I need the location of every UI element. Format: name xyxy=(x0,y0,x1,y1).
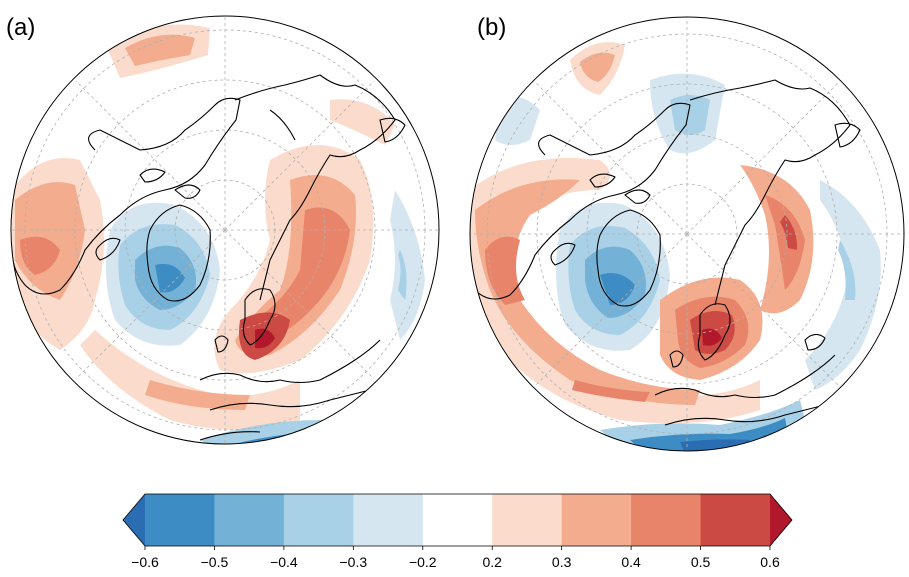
map-panel-a xyxy=(11,16,439,444)
colorbar-segment xyxy=(700,494,771,546)
colorbar: −0.6 −0.5 −0.4 −0.3 −0.2 0.2 0.3 0.4 0.5 0.6 xyxy=(122,493,793,570)
colorbar-tick-label: −0.3 xyxy=(340,554,368,570)
map-boundary-b xyxy=(469,16,905,452)
colorbar-segment xyxy=(353,494,424,546)
map-boundary-a xyxy=(10,15,440,445)
graticule-b xyxy=(470,17,904,451)
colorbar-tick-label: 0.2 xyxy=(482,554,502,570)
colorbar-segment xyxy=(492,494,563,546)
colorbar-segment xyxy=(422,494,493,546)
colorbar-tick-label: 0.5 xyxy=(691,554,711,570)
map-panel-b xyxy=(470,17,904,451)
panel-label-b: (b) xyxy=(477,14,507,41)
colorbar-extend-high xyxy=(770,494,792,546)
colorbar-segment xyxy=(631,494,702,546)
colorbar-segment xyxy=(561,494,632,546)
colorbar-extend-low xyxy=(123,494,145,546)
colorbar-tick-label: 0.4 xyxy=(621,554,641,570)
colorbar-segment xyxy=(283,494,354,546)
colorbar-tick-label: 0.3 xyxy=(552,554,572,570)
colorbar-segment xyxy=(145,494,215,546)
panel-label-a: (a) xyxy=(6,14,36,41)
colorbar-tick-label: −0.4 xyxy=(270,554,298,570)
colorbar-segment xyxy=(214,494,285,546)
coastlines-a xyxy=(11,74,406,441)
graticule-a xyxy=(11,16,439,444)
coastlines-b xyxy=(474,79,861,426)
colorbar-tick-label: 0.6 xyxy=(760,554,780,570)
colorbar-tick-label: −0.6 xyxy=(131,554,159,570)
colorbar-tick-label: −0.5 xyxy=(201,554,229,570)
colorbar-tick-label: −0.2 xyxy=(409,554,437,570)
